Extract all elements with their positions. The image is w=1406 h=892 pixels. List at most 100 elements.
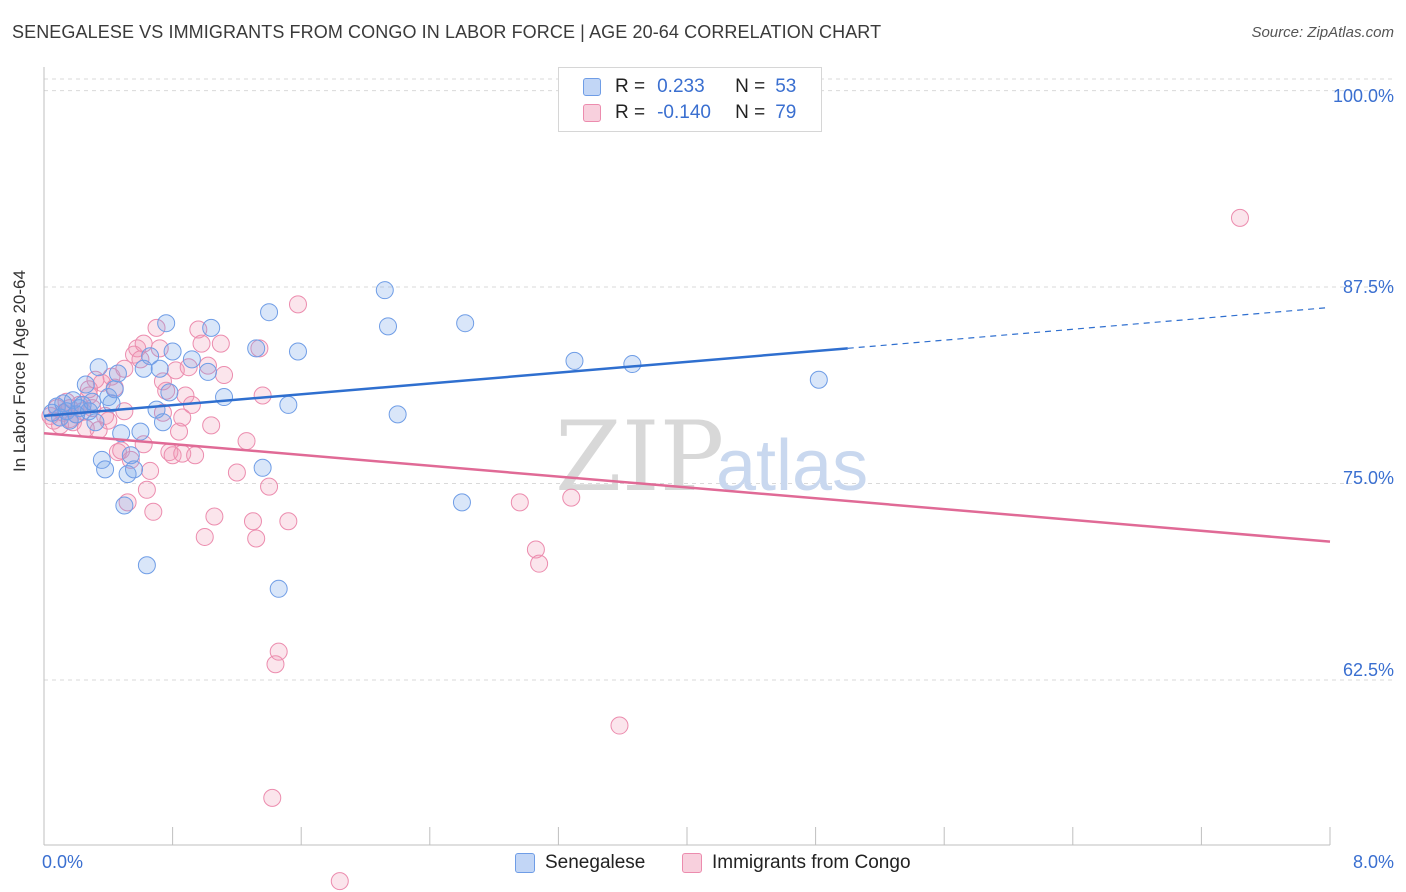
congo-point xyxy=(562,488,581,507)
x-tick-label-min: 0.0% xyxy=(42,852,84,872)
senegalese-point xyxy=(279,395,298,414)
axes xyxy=(43,67,1331,846)
congo-point xyxy=(247,529,266,548)
trend-lines xyxy=(43,306,1331,543)
x-tick-label-max: 8.0% xyxy=(1352,852,1394,872)
congo-point xyxy=(215,366,234,385)
legend-n-label: N = xyxy=(735,76,766,97)
stats-legend: R = 0.233 N = 53 R = -0.140 N = 79 xyxy=(558,67,822,132)
congo-point xyxy=(253,386,272,405)
congo-point xyxy=(205,507,224,526)
congo-point xyxy=(610,716,629,735)
y-tick-label: 62.5% xyxy=(1342,660,1394,680)
congo-point xyxy=(189,320,208,339)
congo-point xyxy=(202,416,221,435)
congo-point xyxy=(121,450,140,469)
legend-n-value: 79 xyxy=(775,102,797,123)
congo-point xyxy=(99,411,118,430)
senegalese-point xyxy=(288,342,307,361)
congo-point xyxy=(263,788,282,807)
senegalese-point xyxy=(115,496,134,515)
chart-title: SENEGALESE VS IMMIGRANTS FROM CONGO IN L… xyxy=(12,22,882,42)
y-tick-label: 100.0% xyxy=(1332,86,1394,106)
senegalese-trend-line xyxy=(43,347,848,418)
senegalese-point xyxy=(379,317,398,336)
congo-point xyxy=(279,512,298,531)
congo-point xyxy=(163,446,182,465)
gridlines xyxy=(44,78,1395,681)
congo-point xyxy=(526,540,545,559)
bottom-legend-label: Senegalese xyxy=(545,852,646,873)
congo-point xyxy=(260,477,279,496)
congo-point xyxy=(269,642,288,661)
senegalese-point xyxy=(452,493,471,512)
senegalese-point xyxy=(76,375,95,394)
senegalese-point xyxy=(202,318,221,337)
congo-point xyxy=(186,446,205,465)
senegalese-point xyxy=(157,314,176,333)
legend-swatch-pink xyxy=(583,104,601,122)
senegalese-point xyxy=(623,355,642,374)
senegalese-point xyxy=(105,380,124,399)
senegalese-point xyxy=(137,556,156,575)
legend-r-label: R = xyxy=(615,102,646,123)
congo-point xyxy=(118,493,137,512)
senegalese-point xyxy=(92,450,111,469)
senegalese-point xyxy=(260,303,279,322)
senegalese-point xyxy=(86,413,105,432)
congo-point xyxy=(288,295,307,314)
senegalese-point xyxy=(269,579,288,598)
congo-point xyxy=(147,318,166,337)
senegalese-point xyxy=(141,347,160,366)
senegalese-point xyxy=(83,392,102,411)
legend-row-congo: R = -0.140 N = 79 xyxy=(583,101,796,125)
source-label: Source: ZipAtlas.com xyxy=(1251,24,1394,41)
y-tick-label: 87.5% xyxy=(1342,277,1394,297)
congo-point xyxy=(170,422,189,441)
bottom-legend-swatch-blue xyxy=(515,853,535,873)
watermark-zip: ZIP xyxy=(555,401,724,513)
senegalese-point xyxy=(121,446,140,465)
legend-n-value: 53 xyxy=(775,76,797,97)
congo-point xyxy=(227,463,246,482)
congo-point xyxy=(330,872,349,891)
senegalese-point xyxy=(247,339,266,358)
senegalese-point xyxy=(388,405,407,424)
senegalese-point xyxy=(118,465,137,484)
congo-point xyxy=(144,502,163,521)
senegalese-trend-projection xyxy=(847,306,1331,349)
bottom-legend-senegalese: Senegalese xyxy=(515,852,645,874)
legend-r-value: -0.140 xyxy=(657,102,711,123)
legend-row-senegalese: R = 0.233 N = 53 xyxy=(583,75,796,99)
senegalese-point xyxy=(125,460,144,479)
senegalese-point xyxy=(112,424,131,443)
congo-point xyxy=(211,334,230,353)
senegalese-point xyxy=(131,422,150,441)
congo-point xyxy=(198,356,217,375)
legend-swatch-blue xyxy=(583,78,601,96)
congo-points xyxy=(41,208,1249,891)
senegalese-point xyxy=(102,394,121,413)
senegalese-point xyxy=(153,413,172,432)
bottom-legend-congo: Immigrants from Congo xyxy=(682,852,911,874)
senegalese-point xyxy=(456,314,475,333)
legend-r-value: 0.233 xyxy=(657,76,705,97)
legend-r-label: R = xyxy=(615,76,646,97)
senegalese-point xyxy=(215,388,234,407)
congo-point xyxy=(243,512,262,531)
senegalese-point xyxy=(89,358,108,377)
senegalese-points xyxy=(43,281,828,598)
senegalese-point xyxy=(253,458,272,477)
senegalese-point xyxy=(163,342,182,361)
bottom-legend-label: Immigrants from Congo xyxy=(712,852,911,873)
congo-point xyxy=(173,408,192,427)
senegalese-point xyxy=(108,364,127,383)
congo-point xyxy=(115,359,134,378)
congo-point xyxy=(131,350,150,369)
senegalese-point xyxy=(565,351,584,370)
senegalese-point xyxy=(809,370,828,389)
y-tick-label: 75.0% xyxy=(1342,468,1394,488)
senegalese-point xyxy=(150,359,169,378)
congo-point xyxy=(510,493,529,512)
